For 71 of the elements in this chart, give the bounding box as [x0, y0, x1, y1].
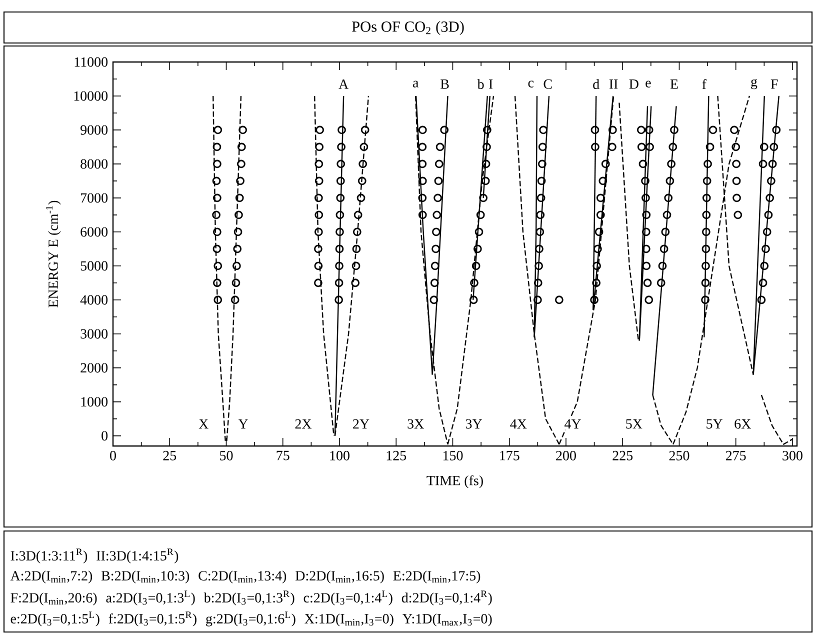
text: Y:1D(I$_{max}$,I$_{3}$=0) [402, 614, 492, 626]
text: F:2D(I$_{min}$,20:6) [10, 592, 97, 606]
annotation: A [338, 79, 349, 89]
annotation: 2X [295, 419, 312, 429]
annotation: 2Y [353, 419, 370, 429]
x-tick-label: 75 [276, 450, 290, 460]
annotation: b [477, 79, 484, 90]
annotation: a [412, 80, 419, 88]
y-tick-label: 1000 [81, 397, 108, 407]
annotation: I [488, 80, 493, 89]
x-tick-label: 200 [556, 450, 576, 460]
annotation: g [751, 78, 758, 90]
y-tick-label: 11000 [74, 57, 108, 67]
text: g:2D(I$_{3}$=0,1:6$^{L}$) [206, 612, 296, 626]
annotation: 5X [626, 419, 642, 429]
y-tick-label: 8000 [80, 159, 108, 169]
annotation: c [528, 80, 534, 88]
x-tick-label: 0 [110, 450, 116, 460]
annotation: X [198, 419, 208, 428]
text: II:3D(1:4:15$^{R}$) [96, 548, 178, 564]
text: C:2D(I$_{min}$,13:4) [198, 570, 286, 584]
y-tick-label: 4000 [80, 295, 108, 305]
x-tick-label: 100 [330, 450, 350, 460]
text: D:2D(I$_{min}$,16:5) [296, 570, 384, 584]
text: a:2D(I$_{3}$=0,1:3$^{L}$) [106, 590, 195, 606]
annotation: 6X [734, 419, 751, 429]
annotation: 5Y [706, 419, 723, 429]
text: b:2D(I$_{3}$=0,1:3$^{R}$) [204, 590, 294, 606]
text: d:2D(I$_{3}$=0,1:4$^{R}$) [402, 590, 492, 606]
annotation: f [702, 79, 706, 90]
x-tick-label: 125 [386, 450, 406, 460]
annotation: D [629, 79, 638, 89]
x-tick-label: 150 [443, 450, 463, 460]
x-axis-title: TIME (fs) [426, 475, 483, 488]
text: A:2D(I$_{min}$,7:2) [10, 570, 92, 584]
annotation: Y [238, 419, 248, 428]
x-tick-label: 275 [726, 450, 746, 460]
annotation: e [646, 80, 651, 88]
y-tick-label: 10000 [74, 91, 108, 101]
y-tick-label: 0 [102, 431, 108, 441]
text: e:2D(I$_{3}$=0,1:5$^{L}$) [10, 612, 100, 626]
x-tick-label: 300 [782, 450, 802, 460]
chart-title: POs OF CO$_{2}$ (3D) [352, 21, 464, 35]
text: I:3D(1:3:11$^{R}$) [10, 548, 88, 564]
annotation: d [593, 79, 600, 90]
x-tick-label: 25 [163, 450, 176, 460]
x-tick-label: 250 [669, 450, 690, 460]
text: B:2D(I$_{min}$,10:3) [101, 570, 190, 584]
y-tick-label: 7000 [80, 193, 108, 203]
annotation: E [670, 80, 678, 89]
annotation: F [770, 80, 778, 89]
y-axis-title: ENERGY E (cm$^{-1}$) [46, 200, 61, 308]
y-tick-label: 9000 [80, 125, 108, 135]
text: f:2D(I$_{3}$=0,1:5$^{R}$) [108, 612, 196, 626]
y-tick-label: 6000 [80, 227, 108, 237]
annotation: 3Y [466, 419, 482, 429]
annotation: B [440, 79, 449, 89]
x-tick-label: 50 [220, 450, 233, 460]
annotation: C [544, 79, 552, 89]
annotation: II [609, 80, 618, 89]
x-tick-label: 175 [500, 450, 520, 460]
y-tick-label: 3000 [80, 329, 108, 339]
text: X:1D(I$_{min}$,I$_{3}$=0) [304, 614, 394, 626]
y-tick-label: 5000 [80, 261, 108, 271]
text: E:2D(I$_{min}$,17:5) [393, 570, 480, 584]
annotation: 4Y [564, 419, 581, 429]
annotation: 4X [510, 419, 527, 429]
x-tick-label: 225 [612, 450, 633, 460]
annotation: 3X [408, 419, 424, 429]
text: c:2D(I$_{3}$=0,1:4$^{L}$) [304, 590, 392, 606]
y-tick-label: 2000 [80, 363, 108, 373]
